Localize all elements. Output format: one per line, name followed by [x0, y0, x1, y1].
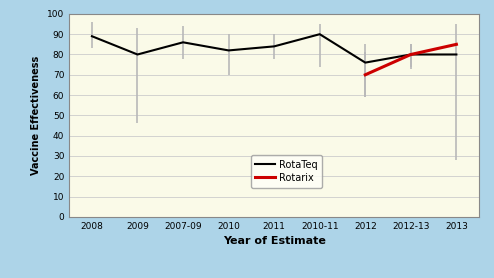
RotaTeq — [226, 49, 232, 52]
RotaTeq — [271, 45, 277, 48]
Rotarix — [453, 43, 459, 46]
Rotarix — [408, 53, 414, 56]
RotaTeq — [362, 61, 368, 64]
Line: RotaTeq: RotaTeq — [92, 34, 456, 63]
Y-axis label: Vaccine Effectiveness: Vaccine Effectiveness — [32, 56, 41, 175]
Line: Rotarix: Rotarix — [365, 44, 456, 75]
Rotarix — [362, 73, 368, 76]
RotaTeq — [134, 53, 140, 56]
RotaTeq — [317, 33, 323, 36]
RotaTeq — [453, 53, 459, 56]
RotaTeq — [89, 34, 95, 38]
RotaTeq — [180, 41, 186, 44]
RotaTeq — [408, 53, 414, 56]
X-axis label: Year of Estimate: Year of Estimate — [223, 236, 326, 246]
Legend: RotaTeq, Rotarix: RotaTeq, Rotarix — [250, 155, 322, 188]
